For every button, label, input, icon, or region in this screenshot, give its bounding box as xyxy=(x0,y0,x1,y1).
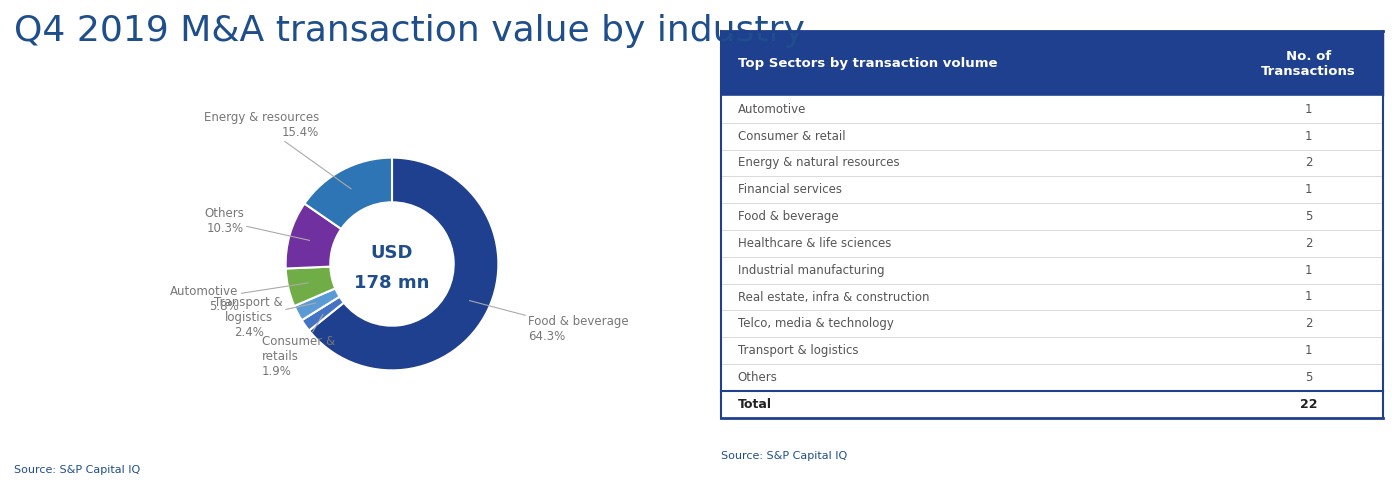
Text: Consumer &
retails
1.9%: Consumer & retails 1.9% xyxy=(262,314,335,378)
Text: Food & beverage: Food & beverage xyxy=(738,210,839,223)
Text: 2: 2 xyxy=(1305,156,1312,169)
Text: Source: S&P Capital IQ: Source: S&P Capital IQ xyxy=(14,465,140,475)
Text: 1: 1 xyxy=(1305,290,1312,303)
Text: Financial services: Financial services xyxy=(738,183,841,196)
Text: Top Sectors by transaction volume: Top Sectors by transaction volume xyxy=(738,57,997,70)
Text: Transport &
logistics
2.4%: Transport & logistics 2.4% xyxy=(214,296,316,339)
Text: Automotive
5.8%: Automotive 5.8% xyxy=(171,283,308,313)
Text: Others
10.3%: Others 10.3% xyxy=(204,207,309,240)
Text: Automotive: Automotive xyxy=(738,103,806,116)
Text: 5: 5 xyxy=(1305,210,1312,223)
Wedge shape xyxy=(286,204,342,268)
Text: 1: 1 xyxy=(1305,344,1312,357)
Text: Healthcare & life sciences: Healthcare & life sciences xyxy=(738,237,892,250)
Text: Real estate, infra & construction: Real estate, infra & construction xyxy=(738,290,930,303)
Text: 178 mn: 178 mn xyxy=(354,274,430,292)
Text: Energy & resources
15.4%: Energy & resources 15.4% xyxy=(203,110,351,189)
Text: Total: Total xyxy=(738,398,771,411)
Text: 2: 2 xyxy=(1305,317,1312,330)
Text: 1: 1 xyxy=(1305,183,1312,196)
Wedge shape xyxy=(302,297,344,331)
Text: Q4 2019 M&A transaction value by industry: Q4 2019 M&A transaction value by industr… xyxy=(14,14,805,48)
Text: 5: 5 xyxy=(1305,371,1312,384)
Text: 2: 2 xyxy=(1305,237,1312,250)
Wedge shape xyxy=(304,157,392,229)
Wedge shape xyxy=(286,266,336,306)
Text: No. of
Transactions: No. of Transactions xyxy=(1261,49,1357,78)
Text: Consumer & retail: Consumer & retail xyxy=(738,130,846,143)
Text: USD: USD xyxy=(371,244,413,263)
Wedge shape xyxy=(309,157,498,371)
Text: Others: Others xyxy=(738,371,777,384)
Text: Telco, media & technology: Telco, media & technology xyxy=(738,317,893,330)
Text: 1: 1 xyxy=(1305,264,1312,276)
Text: 22: 22 xyxy=(1301,398,1317,411)
Text: Source: S&P Capital IQ: Source: S&P Capital IQ xyxy=(721,451,847,461)
Text: 1: 1 xyxy=(1305,103,1312,116)
Text: Food & beverage
64.3%: Food & beverage 64.3% xyxy=(469,300,629,343)
Text: Transport & logistics: Transport & logistics xyxy=(738,344,858,357)
Text: 1: 1 xyxy=(1305,130,1312,143)
Wedge shape xyxy=(294,288,340,320)
Text: Energy & natural resources: Energy & natural resources xyxy=(738,156,899,169)
Text: Industrial manufacturing: Industrial manufacturing xyxy=(738,264,885,276)
